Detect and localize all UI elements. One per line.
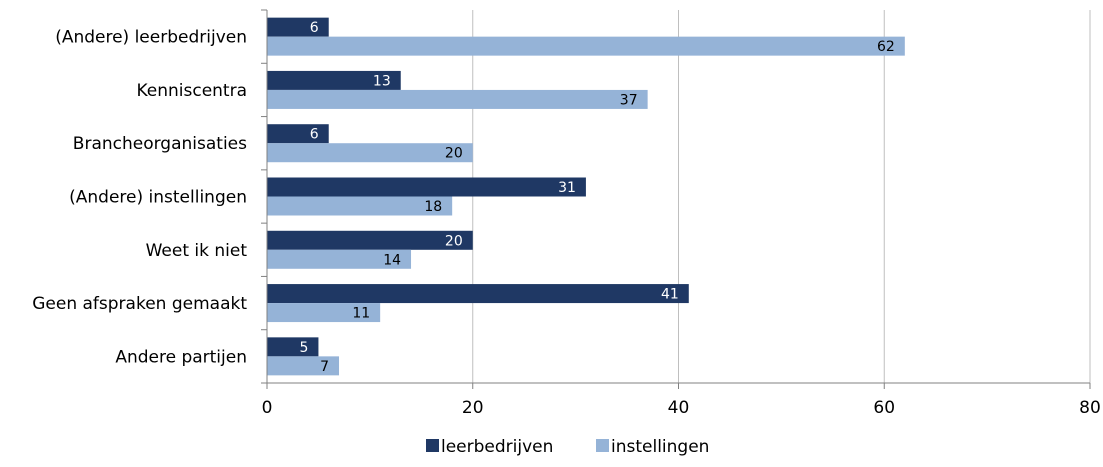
bar-leerbedrijven	[267, 284, 689, 304]
x-tick-label: 80	[1079, 398, 1101, 418]
axes: 0 20 40 60 80	[261, 9, 1101, 418]
bar-instellingen	[267, 356, 340, 376]
data-label: 37	[620, 92, 638, 108]
legend-swatch-leerbedrijven	[426, 439, 439, 452]
bar-leerbedrijven	[267, 177, 586, 197]
data-label: 18	[424, 199, 442, 215]
bar-leerbedrijven	[267, 17, 329, 37]
category-label: Kenniscentra	[136, 81, 247, 101]
data-label: 14	[383, 252, 401, 268]
data-label: 20	[445, 233, 463, 249]
legend-swatch-instellingen	[596, 439, 609, 452]
bar-instellingen	[267, 143, 473, 163]
labels: (Andere) leerbedrijven 6 62 Kenniscentra 13 3…	[32, 20, 895, 375]
bar-leerbedrijven	[267, 230, 473, 250]
category-label: Weet ik niet	[146, 241, 248, 261]
bar-instellingen	[267, 36, 905, 56]
bar-instellingen	[267, 303, 381, 323]
x-tick-label: 40	[668, 398, 690, 418]
x-tick-label: 60	[873, 398, 895, 418]
bar-leerbedrijven	[267, 337, 319, 357]
data-label: 7	[320, 359, 329, 375]
legend-label: leerbedrijven	[441, 437, 553, 457]
category-label: Brancheorganisaties	[73, 134, 247, 154]
x-tick-label: 20	[462, 398, 484, 418]
bar-instellingen	[267, 196, 453, 216]
data-label: 6	[310, 20, 319, 36]
data-label: 6	[310, 127, 319, 143]
bar-leerbedrijven	[267, 124, 329, 144]
data-label: 31	[558, 180, 576, 196]
bar-instellingen	[267, 89, 648, 109]
x-tick-label: 0	[262, 398, 273, 418]
bar-leerbedrijven	[267, 70, 401, 90]
category-label: Andere partijen	[115, 347, 247, 367]
legend-label: instellingen	[611, 437, 709, 457]
data-label: 5	[300, 340, 309, 356]
data-label: 41	[661, 287, 679, 303]
category-label: Geen afspraken gemaakt	[32, 294, 247, 314]
bar-instellingen	[267, 249, 412, 269]
data-label: 11	[352, 306, 370, 322]
bars	[267, 17, 905, 376]
data-label: 62	[877, 39, 895, 55]
data-label: 20	[445, 146, 463, 162]
legend: leerbedrijven instellingen	[426, 437, 709, 457]
data-label: 13	[373, 73, 391, 89]
category-label: (Andere) leerbedrijven	[55, 28, 247, 48]
category-label: (Andere) instellingen	[69, 188, 247, 208]
